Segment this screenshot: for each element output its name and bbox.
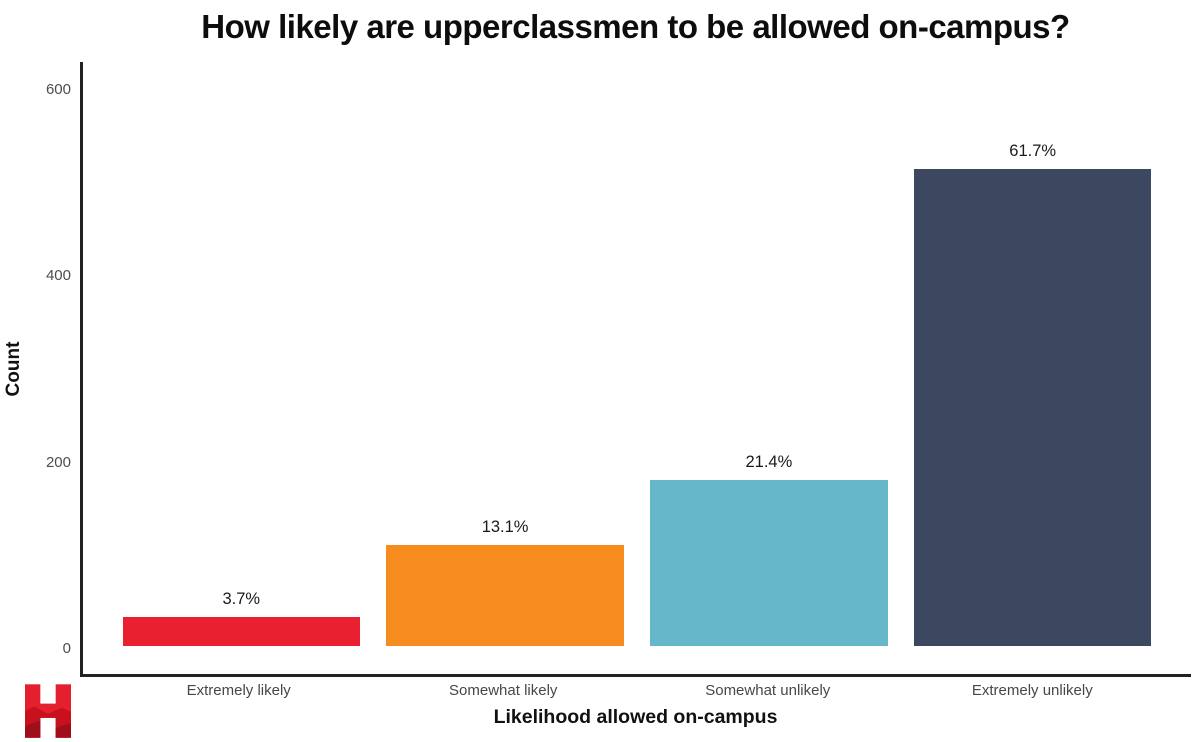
x-axis-title: Likelihood allowed on-campus	[493, 706, 778, 728]
bar-value-label: 13.1%	[481, 518, 529, 537]
y-tick-label: 0	[62, 640, 71, 658]
x-axis: Extremely likely Somewhat likely Somewhat …	[80, 682, 1191, 702]
bar-4	[914, 168, 1152, 647]
y-tick-label: 600	[45, 80, 71, 98]
y-tick-label: 400	[45, 267, 71, 285]
x-tick-label: Extremely likely	[186, 682, 291, 699]
bar-2	[386, 545, 624, 647]
x-tick-label: Extremely unlikely	[971, 682, 1093, 699]
plot-panel: 3.7% 13.1% 21.4% 61.7%	[80, 62, 1191, 677]
y-axis: 0 200 400 600	[0, 62, 71, 677]
bar-1	[122, 617, 360, 647]
bar-3	[650, 480, 888, 647]
bar-value-label: 21.4%	[745, 453, 793, 472]
bar-value-label: 3.7%	[222, 590, 261, 609]
chart-title: How likely are upperclassmen to be allow…	[201, 8, 1070, 45]
h-letter-shape	[25, 684, 71, 738]
x-tick-label: Somewhat unlikely	[705, 682, 831, 699]
bar-value-label: 61.7%	[1009, 141, 1057, 160]
y-tick-label: 200	[45, 453, 71, 471]
x-tick-label: Somewhat likely	[449, 682, 558, 699]
crimson-h-logo	[25, 684, 71, 738]
